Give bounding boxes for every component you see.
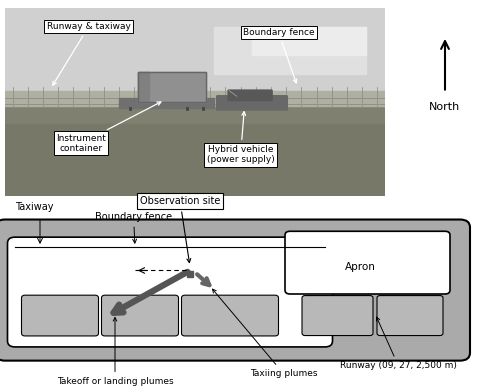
- Bar: [5, 125, 385, 196]
- Text: Instrument
container: Instrument container: [56, 102, 161, 153]
- Text: North: North: [430, 102, 460, 112]
- Text: Boundary fence: Boundary fence: [95, 212, 172, 243]
- Bar: [5, 8, 385, 111]
- FancyBboxPatch shape: [22, 295, 99, 336]
- Bar: [138, 72, 206, 102]
- Bar: [5, 91, 385, 106]
- FancyBboxPatch shape: [216, 96, 288, 110]
- Bar: [138, 72, 149, 102]
- FancyBboxPatch shape: [377, 296, 443, 336]
- Bar: [138, 72, 206, 102]
- Text: Apron: Apron: [344, 261, 376, 272]
- Text: Taxiing plumes: Taxiing plumes: [212, 289, 318, 378]
- FancyBboxPatch shape: [285, 231, 450, 294]
- FancyBboxPatch shape: [0, 220, 470, 361]
- Text: Boundary fence: Boundary fence: [243, 28, 314, 83]
- Bar: [214, 27, 366, 74]
- Text: Runway (09, 27, 2,500 m): Runway (09, 27, 2,500 m): [340, 317, 457, 370]
- Bar: [252, 27, 366, 55]
- FancyBboxPatch shape: [102, 295, 178, 336]
- Text: Observation site: Observation site: [140, 196, 220, 263]
- Text: Hybrid vehicle
(power supply): Hybrid vehicle (power supply): [206, 112, 274, 164]
- FancyBboxPatch shape: [182, 295, 278, 336]
- Bar: [5, 98, 385, 196]
- FancyBboxPatch shape: [302, 296, 373, 336]
- FancyBboxPatch shape: [228, 90, 272, 101]
- Text: Takeoff or landing plumes: Takeoff or landing plumes: [56, 318, 174, 386]
- FancyBboxPatch shape: [8, 237, 332, 347]
- Text: Taxiway: Taxiway: [15, 201, 54, 212]
- Bar: [119, 98, 214, 107]
- Text: Runway & taxiway: Runway & taxiway: [46, 22, 130, 85]
